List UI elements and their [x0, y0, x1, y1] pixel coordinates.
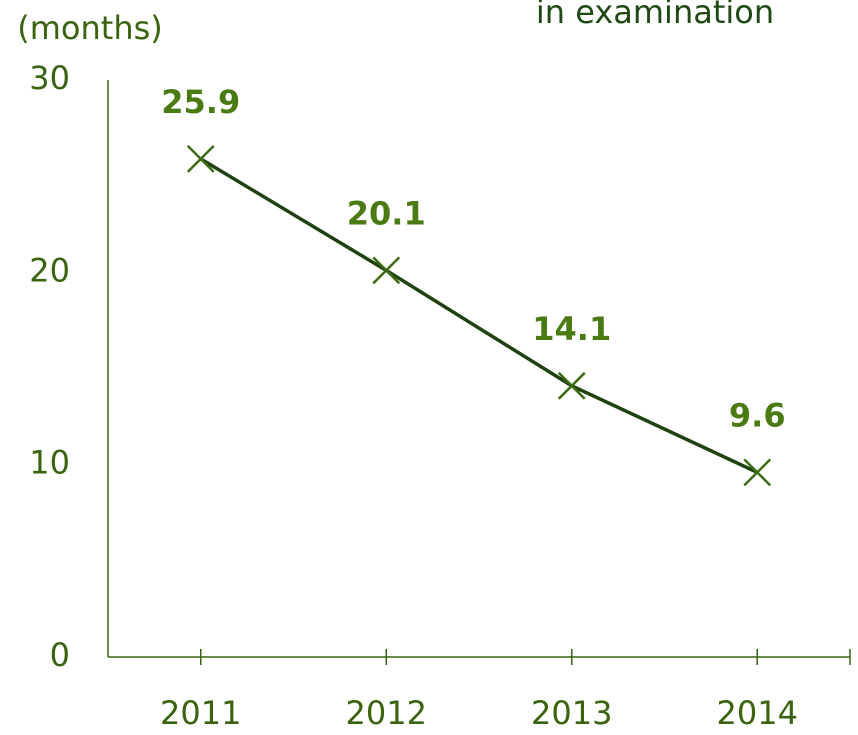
y-tick-label: 0 [50, 636, 70, 674]
x-tick-label: 2011 [160, 694, 241, 732]
line [199, 157, 758, 474]
chart-title: in examination [536, 0, 774, 31]
data-label: 9.6 [729, 396, 786, 434]
data-label: 20.1 [347, 194, 426, 232]
x-tick-label: 2013 [531, 694, 612, 732]
marker [186, 144, 215, 173]
data-label: 25.9 [161, 83, 240, 121]
marker [743, 458, 772, 487]
y-tick-label: 30 [29, 59, 70, 97]
y-axis-label: (months) [17, 9, 163, 47]
marker [557, 371, 586, 400]
marker [372, 256, 401, 285]
y-tick-label: 10 [29, 444, 70, 482]
x-tick-label: 2012 [346, 694, 427, 732]
data-label: 14.1 [532, 310, 611, 348]
y-tick-label: 20 [29, 251, 70, 289]
x-tick-label: 2014 [717, 694, 798, 732]
